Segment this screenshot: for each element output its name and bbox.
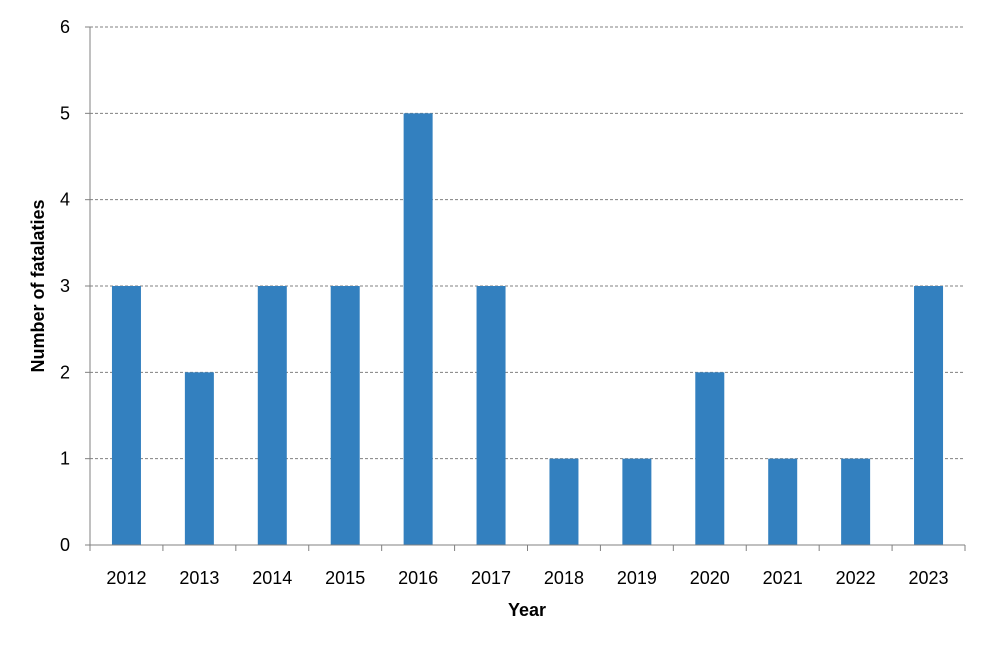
x-tick-label: 2022 [836,568,876,588]
bar [476,286,506,545]
y-tick-label: 6 [60,17,70,37]
y-tick-label: 1 [60,449,70,469]
y-tick-label: 0 [60,535,70,555]
x-tick-label: 2017 [471,568,511,588]
bar [549,458,579,545]
bar [841,458,871,545]
bar [768,458,798,545]
y-tick-label: 5 [60,103,70,123]
x-tick-label: 2015 [325,568,365,588]
bar [914,286,944,545]
bar [184,372,214,545]
y-tick-label: 4 [60,190,70,210]
bar [257,286,287,545]
x-tick-labels: 2012 2013 2014 2015 2016 2017 2018 2019 2020 2021… [106,568,948,588]
bar [111,286,141,545]
x-tick-label: 2012 [106,568,146,588]
x-tick-label: 2020 [690,568,730,588]
bars [111,113,944,545]
y-tick-label: 2 [60,362,70,382]
y-tick-labels: 0 1 2 3 4 5 6 [60,17,70,555]
x-tick-label: 2014 [252,568,292,588]
bar [695,372,725,545]
bar [622,458,652,545]
bar [330,286,360,545]
x-tick-label: 2016 [398,568,438,588]
x-tick-label: 2013 [179,568,219,588]
gridlines [90,26,965,460]
y-tick-label: 3 [60,276,70,296]
x-tick-label: 2019 [617,568,657,588]
x-tick-label: 2023 [909,568,949,588]
bar [403,113,433,545]
x-axis-title: Year [508,600,546,620]
x-tick-label: 2021 [763,568,803,588]
axes [85,26,966,551]
y-axis-title: Number of fatalaties [28,199,48,372]
x-tick-label: 2018 [544,568,584,588]
